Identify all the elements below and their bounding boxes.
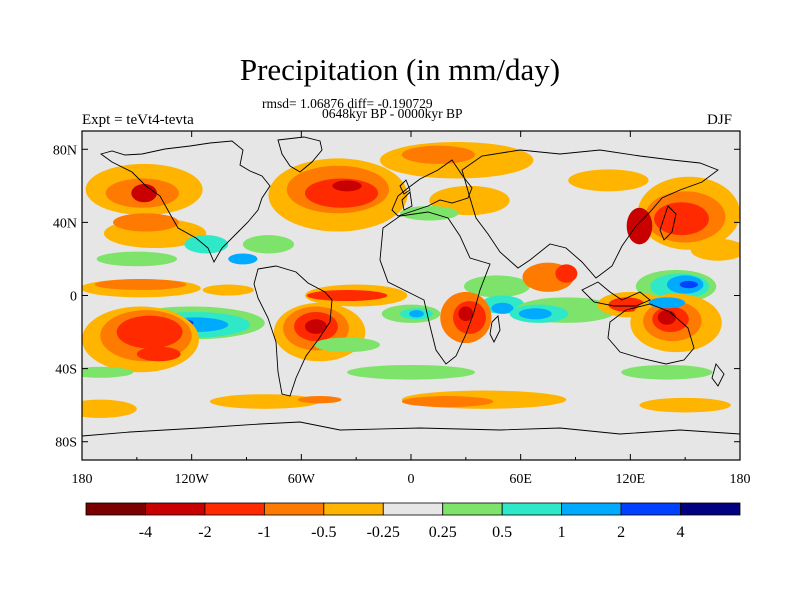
x-tick-label-2: 60W (288, 472, 316, 487)
anomaly-region-68 (621, 364, 713, 380)
colorbar-label-4: -0.25 (367, 524, 400, 541)
anomaly-region-71 (209, 394, 320, 409)
anomaly-region-75 (297, 396, 342, 404)
anomaly-region-5 (96, 251, 178, 267)
latitude-axis: 80N 40N 0 40S 80S (53, 143, 740, 451)
anomaly-region-12 (332, 180, 362, 192)
colorbar-label-0: -4 (139, 524, 152, 541)
x-tick-label-6: 180 (730, 472, 751, 487)
anomaly-region-67 (347, 364, 475, 380)
y-tick-label-2: 0 (70, 290, 77, 305)
coastline-antarctica (82, 421, 740, 437)
colorbar-label-2: -1 (258, 524, 271, 541)
colorbar-swatch-5 (382, 502, 444, 516)
anomaly-region-27 (306, 290, 388, 301)
anomaly-region-7 (242, 235, 295, 254)
colorbar-swatch-6 (442, 502, 503, 516)
precipitation-anomaly-regions (82, 141, 740, 418)
anomaly-region-15 (429, 185, 510, 216)
x-tick-label-3: 0 (408, 472, 415, 487)
colorbar-swatch-7 (501, 502, 563, 516)
anomaly-region-32 (555, 264, 578, 283)
colorbar-swatch-8 (561, 502, 622, 516)
coastline-japan (659, 205, 677, 241)
coastline-europe (391, 159, 473, 217)
colorbar-swatch-10 (680, 502, 741, 516)
coastline-british-isles (401, 191, 413, 211)
anomaly-region-17 (568, 169, 649, 192)
anomaly-region-14 (401, 145, 475, 164)
experiment-label: Expt = teVt4-tevta (82, 112, 194, 128)
coastline-australia (607, 303, 695, 365)
anomaly-region-24 (94, 279, 187, 291)
colorbar-swatch-0 (85, 502, 146, 516)
colorbar-swatch-3 (263, 502, 325, 516)
anomaly-region-16 (400, 205, 459, 221)
anomaly-region-2 (131, 184, 157, 203)
anomaly-region-8 (228, 253, 258, 265)
anomaly-region-4 (113, 213, 179, 232)
anomaly-region-28 (464, 275, 530, 298)
statistics-line: rmsd= 1.06876 diff= -0.190729 (262, 96, 433, 111)
anomaly-region-48 (304, 319, 327, 334)
y-tick-label-4: 80S (55, 436, 77, 451)
coastline-uk-ireland (399, 179, 411, 195)
coastline-south-america (253, 265, 333, 397)
chart-title: Precipitation (in mm/day) (239, 52, 561, 87)
y-tick-label-1: 40N (53, 216, 77, 231)
anomaly-region-70 (82, 399, 137, 418)
x-tick-label-5: 120E (616, 472, 646, 487)
anomaly-region-65 (657, 310, 677, 325)
colorbar-label-3: -0.5 (311, 524, 336, 541)
anomaly-region-30 (491, 302, 514, 314)
anomaly-region-22 (690, 238, 740, 261)
coastline-greenland (277, 136, 323, 173)
anomaly-region-20 (654, 202, 709, 236)
colorbar: -4 -2 -1 -0.5 -0.25 0.25 0.5 1 2 4 (85, 502, 741, 541)
x-tick-label-4: 60E (509, 472, 532, 487)
y-tick-label-0: 80N (53, 143, 77, 158)
colorbar-label-1: -2 (198, 524, 211, 541)
anomaly-region-73 (401, 396, 494, 407)
anomaly-region-36 (679, 280, 698, 289)
y-tick-label-3: 40S (55, 363, 77, 378)
anomaly-region-69 (82, 366, 134, 378)
anomaly-region-52 (458, 306, 474, 322)
coastline-asia (461, 149, 719, 279)
anomaly-region-58 (518, 308, 552, 320)
anomaly-region-49 (314, 337, 380, 353)
season-label: DJF (707, 112, 733, 128)
colorbar-swatch-4 (323, 502, 384, 516)
colorbar-label-9: 4 (677, 524, 685, 541)
colorbar-label-7: 1 (558, 524, 566, 541)
anomaly-region-43 (116, 315, 183, 349)
anomaly-region-25 (202, 284, 254, 296)
coastline-new-zealand (711, 363, 725, 387)
x-tick-label-0: 180 (72, 472, 93, 487)
colorbar-label-8: 2 (617, 524, 625, 541)
anomaly-region-44 (136, 346, 181, 362)
coastlines (82, 136, 740, 437)
anomaly-region-61 (608, 297, 645, 312)
coastline-madagascar (489, 315, 501, 344)
colorbar-label-5: 0.25 (429, 524, 457, 541)
anomaly-region-74 (639, 397, 731, 413)
colorbar-label-6: 0.5 (492, 524, 512, 541)
x-tick-label-1: 120W (175, 472, 210, 487)
anomaly-region-6 (184, 235, 229, 254)
coastline-north-america (99, 140, 271, 264)
anomaly-region-21 (626, 207, 653, 245)
period-line: 0648kyr BP - 0000kyr BP (322, 106, 463, 121)
anomaly-region-55 (409, 310, 424, 318)
colorbar-swatch-2 (204, 502, 265, 516)
coastline-africa (379, 211, 491, 365)
colorbar-swatch-9 (620, 502, 681, 516)
colorbar-swatch-1 (145, 502, 206, 516)
anomaly-region-66 (648, 297, 686, 309)
longitude-axis: 180 120W 60W 0 60E 120E 180 (72, 131, 751, 487)
coastline-maritime-continent (581, 281, 651, 307)
